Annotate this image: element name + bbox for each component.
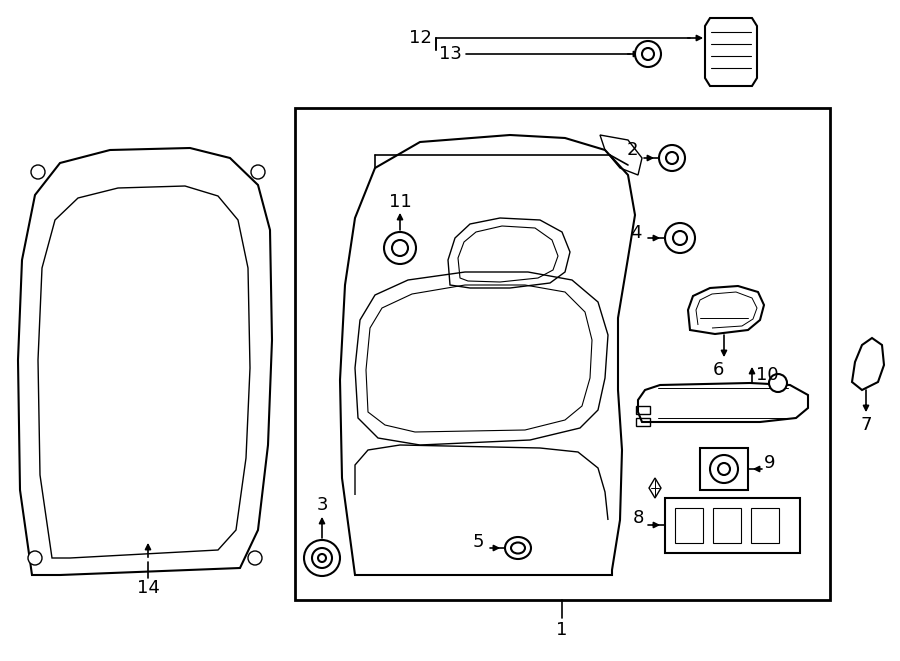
Circle shape	[683, 514, 695, 526]
Text: 12: 12	[410, 29, 432, 47]
Circle shape	[635, 41, 661, 67]
Bar	[295, 108, 830, 600]
Circle shape	[28, 551, 42, 565]
Bar	[700, 448, 748, 490]
Bar	[636, 418, 650, 426]
Circle shape	[248, 551, 262, 565]
Text: 7: 7	[860, 416, 872, 434]
Circle shape	[759, 514, 771, 526]
Bar	[751, 508, 779, 543]
Text: 8: 8	[633, 509, 643, 527]
Text: 1: 1	[556, 621, 568, 639]
Circle shape	[304, 540, 340, 576]
Text: 2: 2	[626, 141, 638, 159]
Circle shape	[710, 455, 738, 483]
Circle shape	[31, 165, 45, 179]
Text: 10: 10	[756, 366, 778, 384]
Text: 13: 13	[439, 45, 462, 63]
Text: 3: 3	[316, 496, 328, 514]
Circle shape	[673, 231, 687, 245]
Ellipse shape	[511, 543, 525, 553]
Bar	[675, 508, 703, 543]
Circle shape	[666, 152, 678, 164]
Circle shape	[312, 548, 332, 568]
Bar	[636, 406, 650, 414]
Ellipse shape	[505, 537, 531, 559]
Circle shape	[718, 463, 730, 475]
Circle shape	[251, 165, 265, 179]
Circle shape	[642, 48, 654, 60]
Text: 14: 14	[137, 579, 159, 597]
Text: 5: 5	[472, 533, 484, 551]
Bar	[713, 508, 741, 543]
Circle shape	[721, 514, 733, 526]
Bar	[665, 498, 800, 553]
Circle shape	[392, 240, 408, 256]
Text: 4: 4	[630, 224, 642, 242]
Circle shape	[659, 145, 685, 171]
Text: 11: 11	[389, 193, 411, 211]
Circle shape	[769, 374, 787, 392]
Text: 9: 9	[764, 454, 776, 472]
Circle shape	[665, 223, 695, 253]
Text: 6: 6	[712, 361, 724, 379]
Circle shape	[318, 554, 326, 562]
Circle shape	[384, 232, 416, 264]
